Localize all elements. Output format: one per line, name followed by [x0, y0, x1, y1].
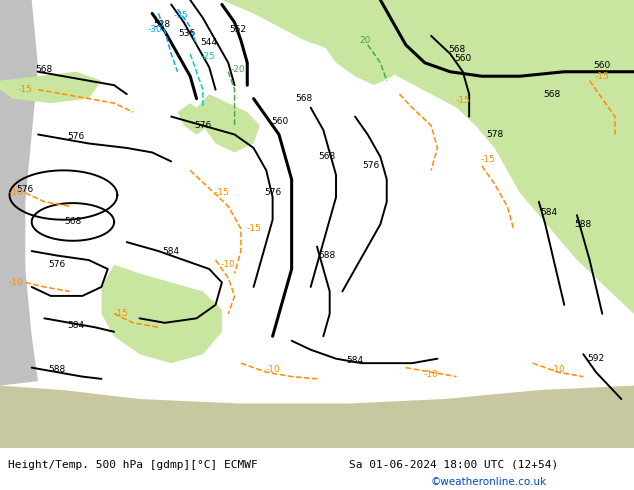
Text: -15: -15	[455, 97, 470, 105]
Text: 20: 20	[359, 36, 370, 45]
Text: 568: 568	[295, 94, 313, 103]
Text: -15: -15	[481, 155, 496, 164]
Text: 592: 592	[587, 354, 605, 363]
Text: 584: 584	[540, 208, 557, 218]
Text: 588: 588	[318, 251, 335, 260]
Text: -30: -30	[148, 24, 163, 34]
Text: 560: 560	[454, 54, 472, 63]
Text: 576: 576	[362, 161, 380, 171]
Text: ©weatheronline.co.uk: ©weatheronline.co.uk	[431, 477, 547, 487]
Text: 588: 588	[48, 366, 66, 374]
Text: 544: 544	[201, 38, 217, 47]
Text: 576: 576	[194, 121, 212, 130]
Polygon shape	[317, 0, 399, 85]
Text: 576: 576	[16, 185, 34, 194]
Text: -10: -10	[550, 366, 566, 374]
Polygon shape	[0, 0, 38, 448]
Text: 568: 568	[318, 152, 335, 161]
Text: 536: 536	[178, 29, 196, 38]
Text: 584: 584	[162, 246, 180, 256]
Polygon shape	[222, 0, 634, 314]
Text: 560: 560	[271, 117, 289, 125]
Text: -15: -15	[595, 72, 610, 81]
Polygon shape	[197, 94, 260, 152]
Polygon shape	[0, 72, 101, 103]
Text: 584: 584	[67, 320, 85, 330]
Text: -10: -10	[424, 370, 439, 379]
Polygon shape	[178, 103, 209, 135]
Text: -20: -20	[230, 65, 245, 74]
Text: 588: 588	[574, 220, 592, 229]
Text: 568: 568	[448, 45, 465, 54]
Text: 528: 528	[153, 20, 171, 29]
Text: -10: -10	[8, 278, 23, 287]
Text: 578: 578	[486, 130, 503, 139]
Text: -15: -15	[18, 85, 33, 94]
Text: -15: -15	[214, 188, 230, 197]
Text: 584: 584	[346, 356, 364, 366]
Text: -15: -15	[246, 224, 261, 233]
Text: -10: -10	[265, 366, 280, 374]
Text: Height/Temp. 500 hPa [gdmp][°C] ECMWF: Height/Temp. 500 hPa [gdmp][°C] ECMWF	[8, 460, 257, 469]
Text: -10: -10	[221, 260, 236, 269]
Text: 576: 576	[264, 188, 281, 197]
Text: -10: -10	[8, 188, 23, 197]
Text: 568: 568	[543, 90, 560, 98]
Text: -25: -25	[200, 51, 216, 61]
Polygon shape	[101, 265, 222, 363]
Text: -35: -35	[173, 11, 188, 20]
Text: 560: 560	[593, 60, 611, 70]
Text: 568: 568	[64, 218, 82, 226]
Polygon shape	[0, 386, 634, 448]
Text: 552: 552	[229, 24, 247, 34]
Text: -15: -15	[113, 309, 128, 318]
Text: 576: 576	[48, 260, 66, 269]
Text: 576: 576	[67, 132, 85, 141]
Text: 568: 568	[36, 65, 53, 74]
Text: Sa 01-06-2024 18:00 UTC (12+54): Sa 01-06-2024 18:00 UTC (12+54)	[349, 460, 558, 469]
